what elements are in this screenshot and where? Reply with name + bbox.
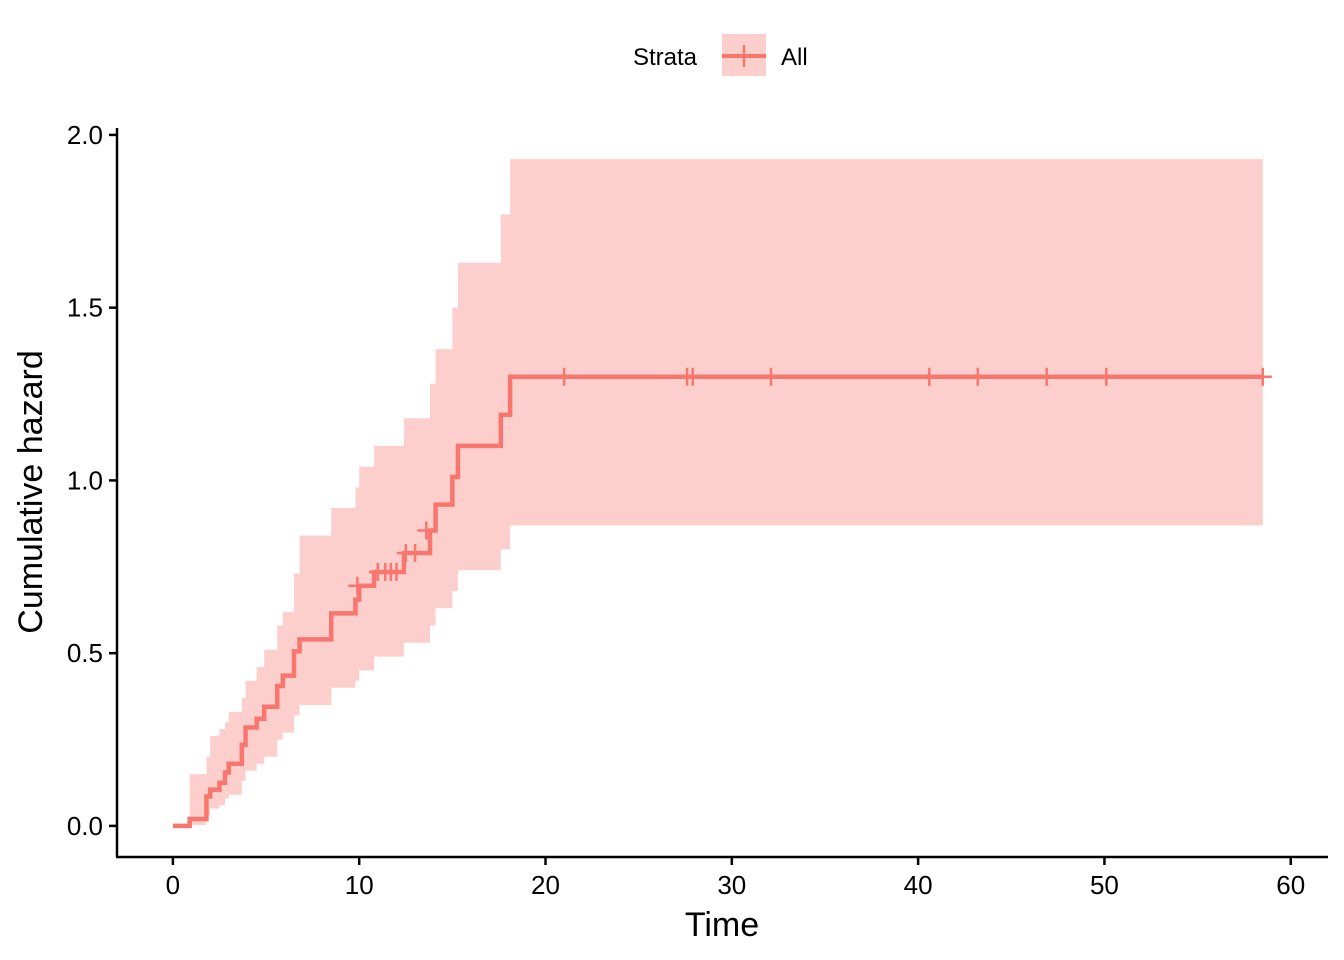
- censor-marks: [348, 367, 1272, 595]
- hazard-step-line: [172, 374, 1263, 829]
- censor-mark: [387, 562, 406, 581]
- x-tick-label: 20: [531, 870, 560, 900]
- x-tick-label: 40: [904, 870, 933, 900]
- legend-entry-label: All: [781, 44, 808, 71]
- y-axis-title: Cumulative hazard: [12, 350, 50, 633]
- y-tick-label: 0.0: [67, 811, 103, 841]
- censor-mark: [968, 367, 987, 386]
- legend-title: Strata: [633, 44, 698, 71]
- censor-mark: [555, 367, 574, 386]
- y-ticks: 0.0 0.5 1.0 1.5 2.0: [67, 120, 117, 841]
- censor-mark: [348, 576, 367, 595]
- x-axis-title: Time: [685, 906, 759, 944]
- censor-mark: [406, 543, 425, 562]
- censor-mark: [1037, 367, 1056, 386]
- censor-mark: [683, 367, 702, 386]
- plot-area: [172, 159, 1272, 829]
- censor-mark: [417, 521, 436, 540]
- y-tick-label: 1.5: [67, 293, 103, 323]
- y-tick-label: 2.0: [67, 120, 103, 150]
- x-tick-label: 50: [1090, 870, 1119, 900]
- x-tick-label: 30: [717, 870, 746, 900]
- x-tick-label: 0: [166, 870, 180, 900]
- legend: Strata All: [633, 34, 808, 76]
- x-tick-label: 60: [1276, 870, 1305, 900]
- y-tick-label: 1.0: [67, 465, 103, 495]
- censor-mark: [1097, 367, 1116, 386]
- x-ticks: 0 10 20 30 40 50 60: [166, 857, 1305, 900]
- censor-mark: [920, 367, 939, 386]
- x-tick-label: 10: [345, 870, 374, 900]
- censor-mark: [1253, 367, 1272, 386]
- censor-mark: [761, 367, 780, 386]
- axes: 0.0 0.5 1.0 1.5 2.0 0 10 20 30 40 50 60 Time Cumul…: [12, 120, 1328, 944]
- y-tick-label: 0.5: [67, 638, 103, 668]
- confidence-band: [172, 159, 1263, 826]
